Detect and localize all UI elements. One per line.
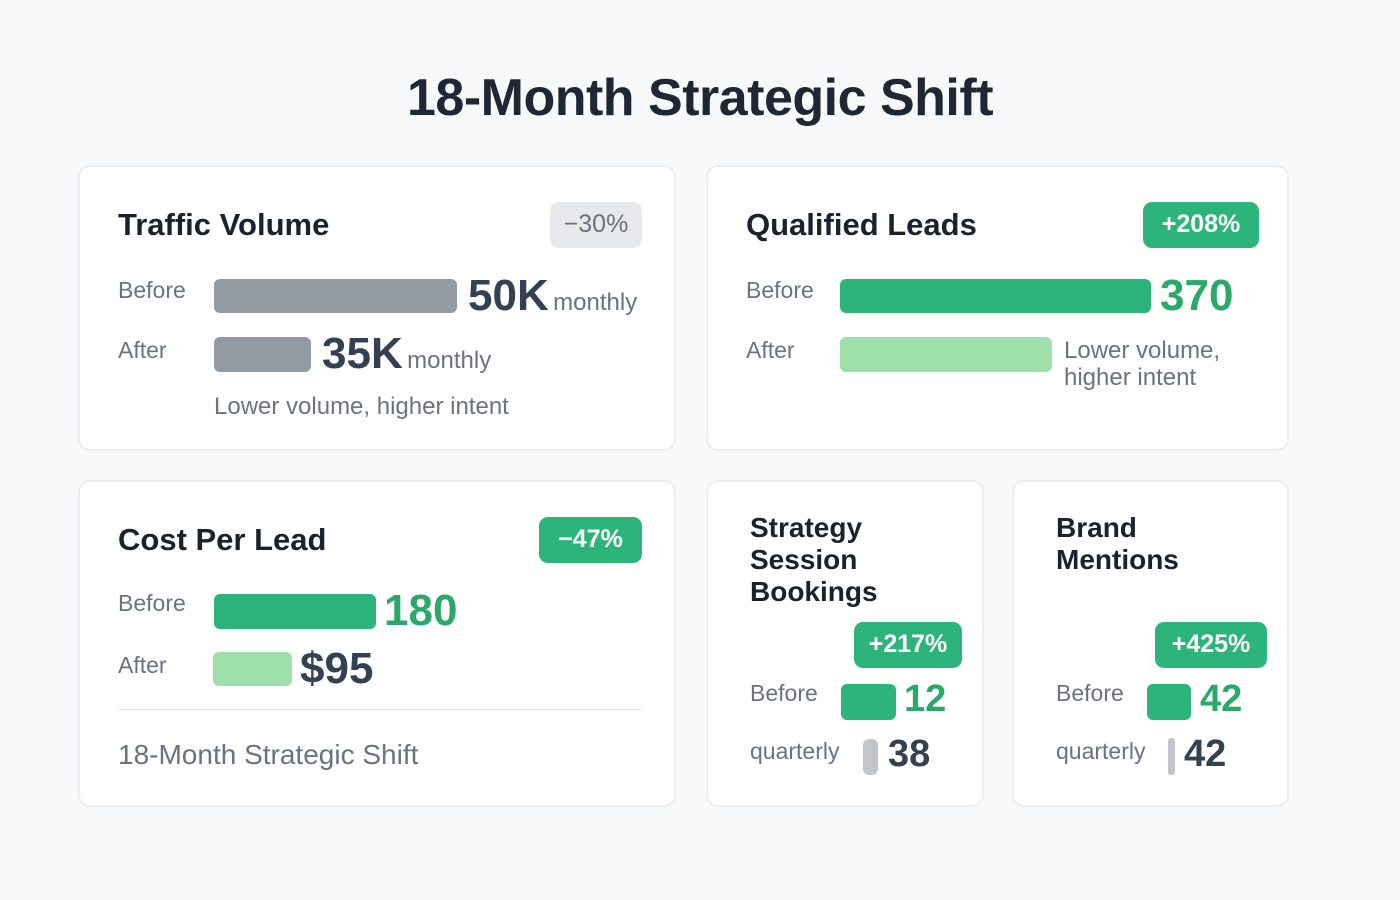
before-value: 12: [904, 678, 947, 720]
change-badge: +425%: [1155, 622, 1267, 668]
change-badge: −47%: [539, 517, 642, 563]
before-label: Before: [118, 277, 186, 303]
title-line-1: Brand: [1056, 512, 1137, 543]
after-label: quarterly: [750, 738, 840, 764]
after-label: After: [118, 337, 167, 363]
note: Lower volume, higher intent: [1064, 337, 1220, 391]
after-bar: [1168, 738, 1175, 775]
after-bar: [840, 337, 1052, 372]
title-line-2: Session: [750, 544, 858, 575]
note: Lower volume, higher intent: [214, 393, 509, 420]
brand-mentions-card: Brand Mentions +425% Before 42 quarterly…: [1012, 480, 1289, 807]
card-title: Qualified Leads: [746, 207, 977, 242]
change-badge: +208%: [1143, 202, 1259, 248]
before-label: Before: [750, 680, 818, 706]
after-value: $95: [300, 644, 374, 693]
before-bar: [214, 279, 457, 313]
after-label: After: [746, 337, 795, 363]
note-line-2: higher intent: [1064, 364, 1197, 391]
qualified-leads-card: Qualified Leads +208% Before 370 After L…: [706, 165, 1289, 451]
after-bar: [863, 739, 878, 775]
card-title: Traffic Volume: [118, 207, 330, 242]
title-line-3: Bookings: [750, 576, 878, 607]
before-label: Before: [118, 590, 186, 616]
after-bar: [214, 337, 311, 372]
before-value: 42: [1200, 678, 1243, 720]
before-bar: [214, 594, 376, 629]
card-title: Strategy Session Bookings: [750, 512, 878, 608]
before-label: Before: [746, 277, 814, 303]
before-label: Before: [1056, 680, 1124, 706]
page-title: 18-Month Strategic Shift: [406, 69, 994, 127]
note-line-1: Lower volume,: [1064, 337, 1221, 364]
before-value: 370: [1160, 271, 1234, 320]
after-unit: monthly: [407, 347, 492, 374]
strategy-session-card: Strategy Session Bookings +217% Before 1…: [706, 480, 984, 807]
before-value-group: 50K monthly: [468, 271, 637, 321]
traffic-volume-card: Traffic Volume −30% Before 50K monthly A…: [78, 165, 676, 451]
before-bar: [841, 684, 896, 720]
before-bar: [840, 279, 1151, 313]
after-label: quarterly: [1056, 738, 1146, 764]
after-value: 42: [1184, 733, 1227, 775]
title-line-2: Mentions: [1056, 544, 1179, 575]
before-value: 50K: [468, 271, 549, 320]
cost-per-lead-card: Cost Per Lead −47% Before 180 After $95 …: [78, 480, 676, 807]
change-badge: −30%: [550, 202, 642, 248]
after-value-group: 35K monthly: [322, 329, 491, 379]
before-value: 180: [384, 586, 458, 635]
card-title: Brand Mentions: [1056, 512, 1179, 576]
after-label: After: [118, 652, 167, 678]
before-bar: [1147, 684, 1191, 720]
divider: [118, 709, 642, 710]
change-badge: +217%: [854, 622, 962, 668]
after-value: 35K: [322, 329, 403, 378]
before-unit: monthly: [553, 289, 638, 316]
title-line-1: Strategy: [750, 512, 863, 543]
footer-text: 18-Month Strategic Shift: [118, 739, 419, 770]
card-title: Cost Per Lead: [118, 522, 327, 557]
after-value: 38: [888, 733, 931, 775]
after-bar: [213, 652, 292, 686]
